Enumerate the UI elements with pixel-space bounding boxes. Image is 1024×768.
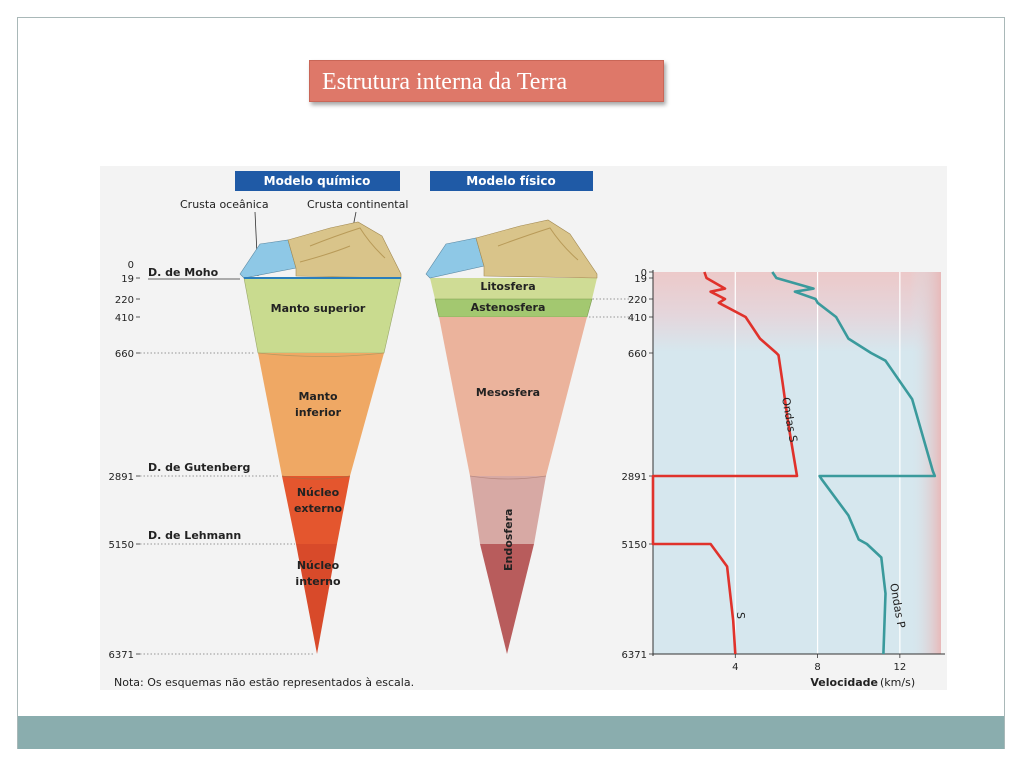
chart-ytick-label-410: 410 [628,313,647,324]
layer-litosfera [430,278,597,299]
depth-tick-6371: 6371 [109,650,134,661]
chart-ytick-label-6371: 6371 [622,650,647,661]
label-endosfera: Endosfera [502,509,515,571]
chart-ytick-label-5150: 5150 [622,540,647,551]
chart-xunit: (km/s) [880,676,915,689]
physical-continent [475,219,598,279]
depth-tick-660: 660 [115,349,134,360]
figure-svg: Modelo químico Modelo físico Crusta oceâ… [100,166,947,690]
chart-ytick-label-0: 0 [641,268,647,279]
depth-tick-2891: 2891 [109,472,134,483]
chart-ytick-label-220: 220 [628,295,647,306]
continental-crust [287,221,402,279]
layer-manto-superior [243,277,402,354]
earth-structure-figure: Modelo químico Modelo físico Crusta oceâ… [100,166,947,690]
label-nucleo-interno-1: Núcleo [297,559,340,572]
depth-tick-410: 410 [115,313,134,324]
chart-xtick-label-4: 4 [732,662,738,673]
depth-guide-lines [140,298,635,655]
chart-ytick-label-2891: 2891 [622,472,647,483]
figure-note: Nota: Os esquemas não estão representado… [114,676,414,689]
depth-tick-0: 0 [128,260,134,271]
label-manto-superior: Manto superior [271,302,366,315]
label-moho: D. de Moho [148,266,219,279]
layer-nucleo-externo [282,476,350,544]
label-nucleo-externo-2: externo [294,502,343,515]
slide-title: Estrutura interna da Terra [322,69,568,95]
label-manto-inferior-1: Manto [298,390,337,403]
chemical-model-header [235,171,400,191]
chart-ytick-label-660: 660 [628,349,647,360]
chart-xtick-label-12: 12 [893,662,906,673]
chart-ytick-label-19: 19 [634,274,647,285]
chemical-model-header-label: Modelo químico [264,174,371,188]
series-label-s: S [734,612,747,619]
chart-top-shade [653,272,941,352]
physical-model-header-label: Modelo físico [466,174,555,188]
series-line-2 [771,271,937,655]
label-litosfera: Litosfera [480,280,535,293]
label-mesosfera: Mesosfera [476,386,540,399]
left-depth-axis: 0 19 220 410 660 2891 5150 6371 [109,260,140,661]
label-lehmann: D. de Lehmann [148,529,241,542]
label-oceanic-crust: Crusta oceânica [180,198,269,211]
layer-nucleo-interno [296,544,337,654]
label-nucleo-externo-1: Núcleo [297,486,340,499]
label-gutenberg: D. de Gutenberg [148,461,250,474]
depth-tick-220: 220 [115,295,134,306]
chart-xtick-label-8: 8 [814,662,820,673]
chart-right-shade [910,272,941,654]
label-manto-inferior-2: inferior [295,406,342,419]
layer-endosfera-upper [470,476,546,544]
physical-model-cone: Litosfera Astenosfera Mesosfera Endosfer… [425,219,598,654]
chemical-model-cone: Manto superior Manto inferior Núcleo ext… [239,221,402,654]
slide-title-box: Estrutura interna da Terra [309,60,664,102]
layer-mesosfera [439,317,587,476]
series-line-0 [651,271,799,655]
label-nucleo-interno-2: interno [295,575,341,588]
depth-tick-5150: 5150 [109,540,134,551]
footer-bar [18,716,1004,749]
layer-manto-inferior [258,353,384,476]
physical-model-header [430,171,593,191]
label-continental-crust: Crusta continental [307,198,408,211]
label-astenosfera: Astenosfera [471,301,546,314]
chart-xlabel: Velocidade [810,676,878,689]
layer-endosfera-lower [480,544,534,654]
depth-tick-19: 19 [121,274,134,285]
